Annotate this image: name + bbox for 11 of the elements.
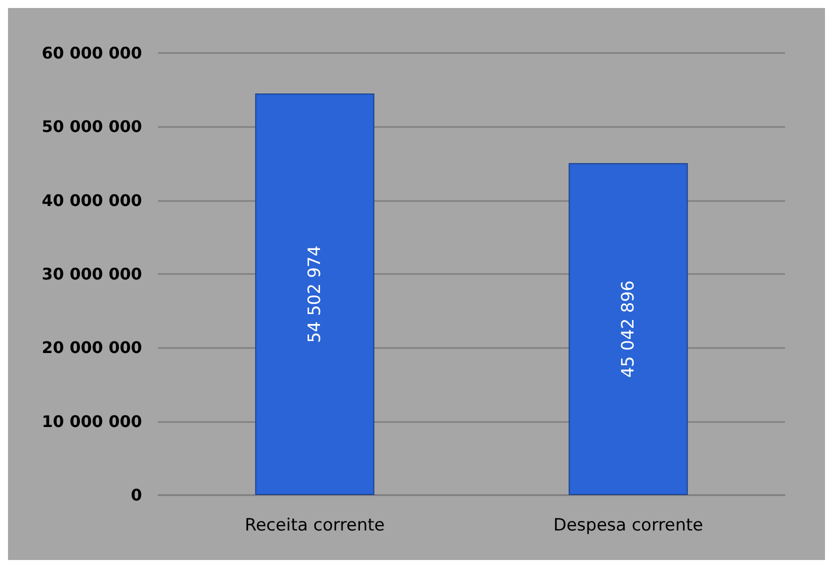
y-tick-label: 10 000 000 <box>42 412 142 431</box>
data-label: 45 042 896 <box>618 280 638 378</box>
y-tick-label: 0 <box>130 486 142 504</box>
y-tick-label: 50 000 000 <box>42 117 142 136</box>
data-label: 54 502 974 <box>304 246 325 343</box>
x-tick-label: Despesa corrente <box>553 516 704 536</box>
y-tick-label: 40 000 000 <box>42 190 142 210</box>
y-tick-label: 60 000 000 <box>42 44 142 62</box>
y-tick-label: 20 000 000 <box>42 338 142 358</box>
x-tick-label: Receita corrente <box>244 516 385 536</box>
y-tick-label: 30 000 000 <box>42 264 142 284</box>
